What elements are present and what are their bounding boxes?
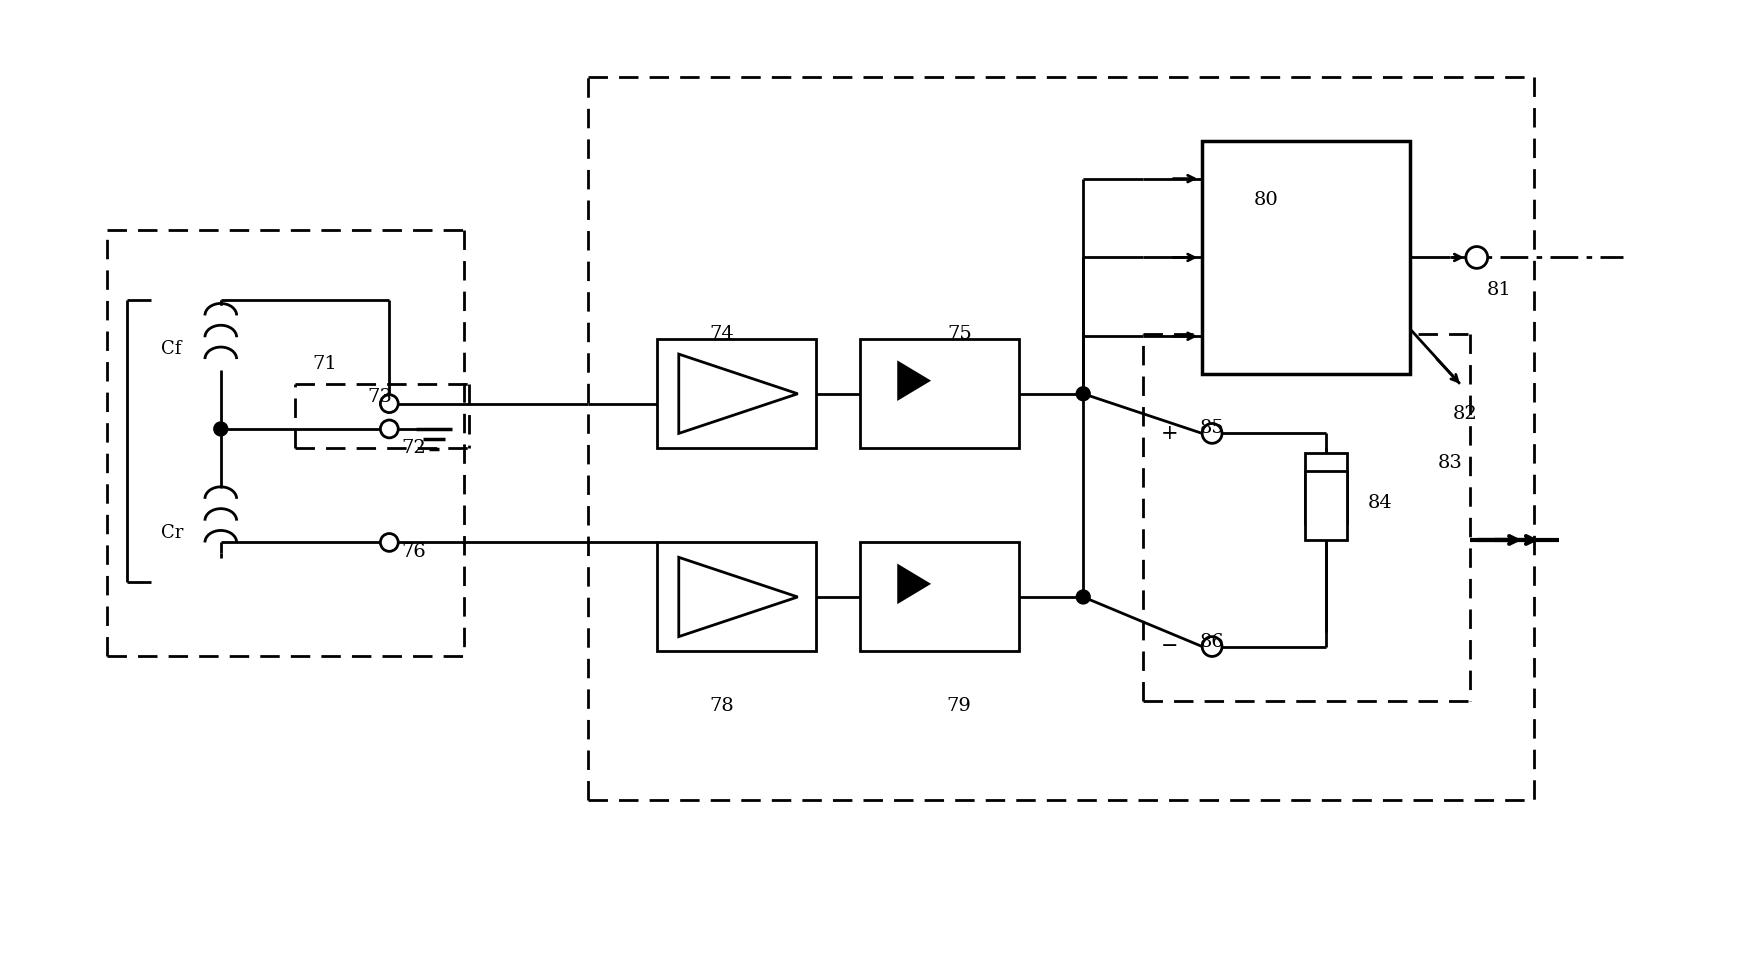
Text: 80: 80 bbox=[1254, 192, 1278, 210]
Text: 83: 83 bbox=[1437, 454, 1462, 472]
Text: 79: 79 bbox=[947, 697, 972, 715]
Text: 76: 76 bbox=[402, 543, 426, 561]
Text: 71: 71 bbox=[312, 355, 338, 373]
Text: Cf: Cf bbox=[162, 340, 181, 358]
Circle shape bbox=[380, 420, 398, 438]
Text: 75: 75 bbox=[947, 326, 972, 343]
Circle shape bbox=[1465, 246, 1488, 268]
Circle shape bbox=[907, 375, 919, 387]
Polygon shape bbox=[898, 363, 928, 399]
Circle shape bbox=[380, 395, 398, 413]
Bar bbox=[657, 542, 815, 651]
Circle shape bbox=[1076, 387, 1090, 400]
Bar bbox=[859, 542, 1020, 651]
Circle shape bbox=[1076, 590, 1090, 604]
Bar bbox=[859, 339, 1020, 448]
Text: 73: 73 bbox=[366, 388, 393, 406]
Text: 84: 84 bbox=[1368, 493, 1393, 512]
Circle shape bbox=[380, 534, 398, 552]
Text: 85: 85 bbox=[1199, 420, 1224, 438]
Text: Cr: Cr bbox=[162, 523, 183, 541]
Text: 82: 82 bbox=[1453, 404, 1477, 422]
Bar bbox=[1305, 453, 1347, 523]
Circle shape bbox=[1203, 423, 1222, 444]
Text: +: + bbox=[1160, 423, 1178, 443]
Circle shape bbox=[1203, 637, 1222, 656]
Circle shape bbox=[213, 422, 227, 436]
Text: 78: 78 bbox=[710, 697, 734, 715]
Polygon shape bbox=[898, 566, 928, 602]
Bar bbox=[1203, 141, 1411, 374]
Text: 86: 86 bbox=[1199, 632, 1224, 650]
Text: 74: 74 bbox=[710, 326, 734, 343]
Bar bbox=[657, 339, 815, 448]
Circle shape bbox=[907, 578, 919, 590]
Bar bbox=[1305, 471, 1347, 540]
Text: 81: 81 bbox=[1488, 281, 1513, 299]
Text: 72: 72 bbox=[402, 440, 426, 457]
Text: −: − bbox=[1160, 637, 1178, 656]
